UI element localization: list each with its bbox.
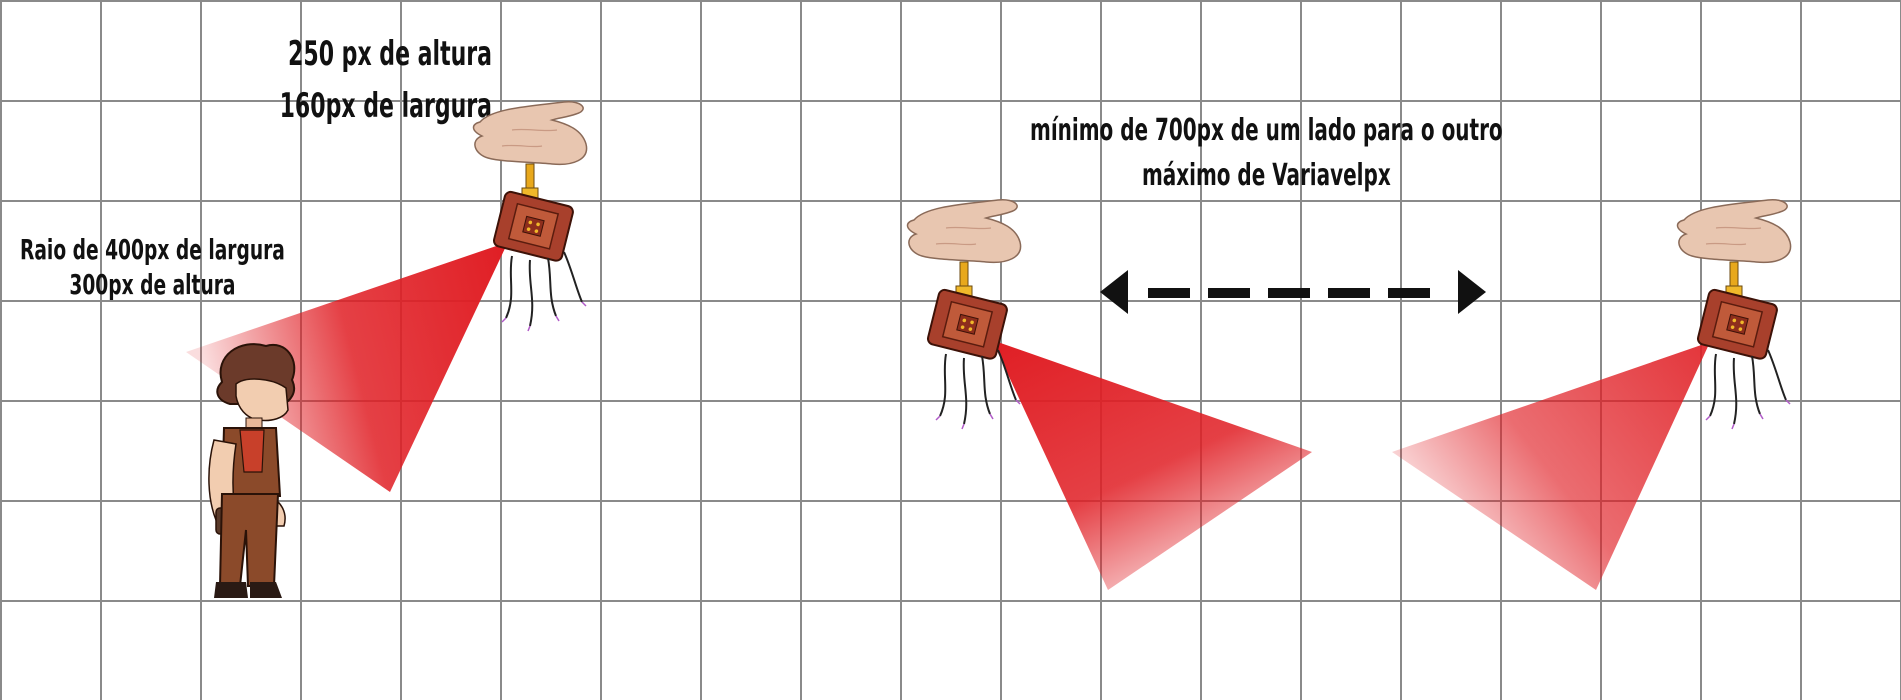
drone-right	[1676, 198, 1792, 430]
beam-right	[1392, 342, 1710, 590]
drone-middle	[906, 198, 1022, 430]
arrow-head-right	[1458, 270, 1486, 314]
distance-min-text: mínimo de 700px de um lado para o outro	[1030, 113, 1503, 148]
character	[208, 343, 296, 598]
drone-left	[472, 100, 588, 332]
distance-arrow	[1100, 270, 1486, 314]
beam-width-text: Raio de 400px de largura	[20, 233, 285, 266]
beam-height-text: 300px de altura	[69, 268, 236, 301]
drone-height-text: 250 px de altura	[288, 34, 492, 74]
beam-radius-label: Raio de 400px de largura 300px de altura	[20, 232, 285, 302]
distance-max-text: máximo de Variavelpx	[1141, 158, 1391, 193]
distance-label: mínimo de 700px de um lado para o outro …	[1030, 108, 1503, 198]
drone-width-text: 160px de largura	[279, 86, 492, 126]
arrow-head-left	[1100, 270, 1128, 314]
drone-dimensions-label: 250 px de altura 160px de largura	[280, 28, 492, 132]
beam-middle	[992, 340, 1312, 590]
beam-left	[186, 242, 508, 492]
